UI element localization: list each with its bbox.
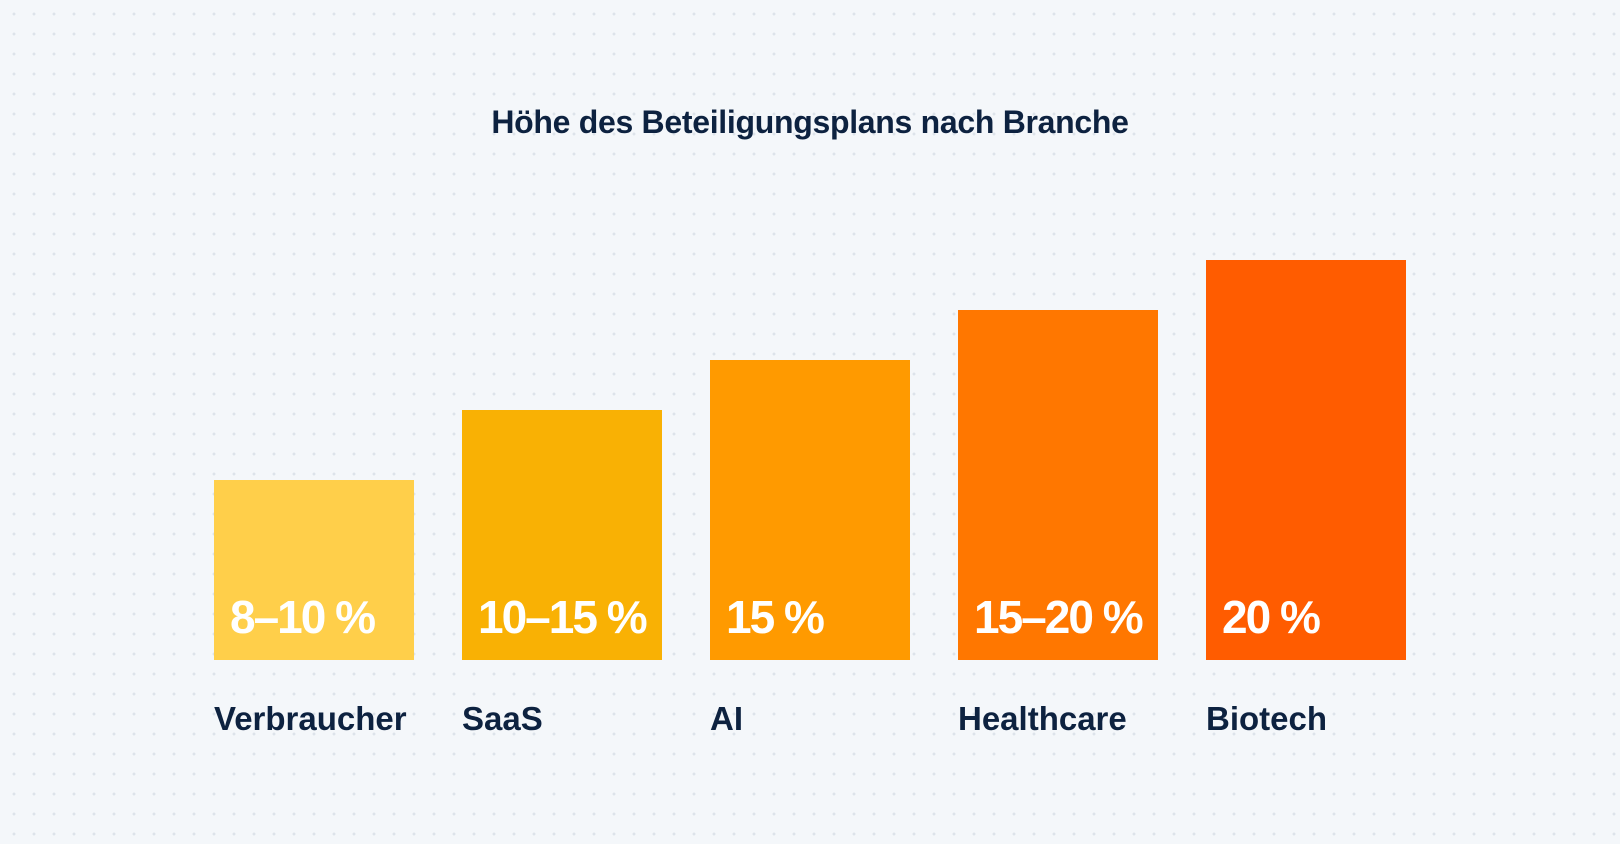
category-label: AI: [710, 700, 743, 737]
bar-biotech: 20 %: [1206, 260, 1406, 660]
category-label: Biotech: [1206, 700, 1328, 737]
category-label: SaaS: [462, 700, 543, 737]
bar-healthcare: 15–20 %: [958, 310, 1158, 660]
data-label: 20 %: [1222, 591, 1321, 643]
bar-ai: 15 %: [710, 360, 910, 660]
chart-title: Höhe des Beteiligungsplans nach Branche: [491, 104, 1129, 140]
data-label: 10–15 %: [478, 591, 648, 643]
data-label: 15 %: [726, 591, 825, 643]
data-label: 15–20 %: [974, 591, 1144, 643]
bar-saas: 10–15 %: [462, 410, 662, 660]
bar-verbraucher: 8–10 %: [214, 480, 414, 660]
data-label: 8–10 %: [230, 591, 376, 643]
category-label: Verbraucher: [214, 700, 407, 737]
category-label: Healthcare: [958, 700, 1127, 737]
